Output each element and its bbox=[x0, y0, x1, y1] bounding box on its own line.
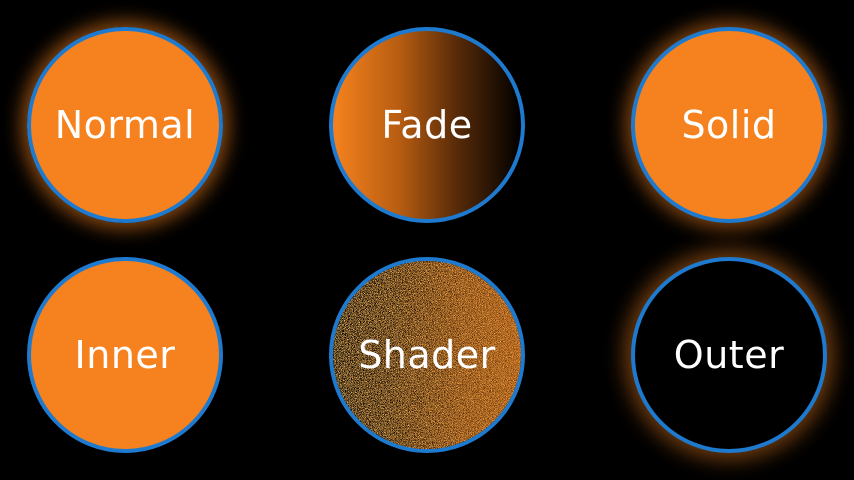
fade-label: Fade bbox=[381, 103, 473, 147]
inner-label: Inner bbox=[74, 333, 176, 377]
inner-blur-circle: Inner bbox=[27, 257, 223, 453]
outer-blur-circle: Outer bbox=[631, 257, 827, 453]
fade-blur-circle: Fade bbox=[329, 27, 525, 223]
shader-label: Shader bbox=[358, 333, 496, 377]
solid-label: Solid bbox=[681, 103, 777, 147]
solid-blur-circle: Solid bbox=[631, 27, 827, 223]
shader-circle: Shader bbox=[329, 257, 525, 453]
normal-label: Normal bbox=[54, 103, 196, 147]
outer-label: Outer bbox=[673, 333, 785, 377]
shader-noise bbox=[333, 261, 521, 449]
normal-blur-circle: Normal bbox=[27, 27, 223, 223]
